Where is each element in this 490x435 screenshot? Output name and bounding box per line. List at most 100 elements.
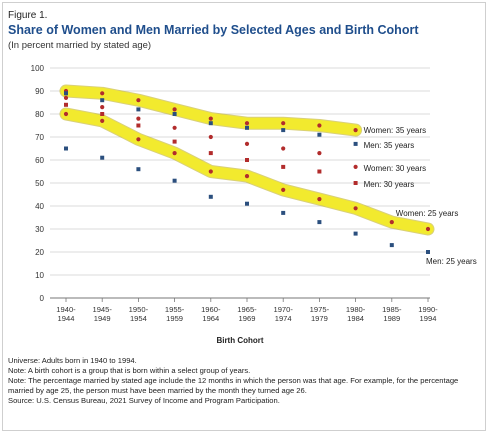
x-tick-label: 1979 (311, 314, 328, 323)
point-women-30-years (317, 151, 322, 156)
point-women-35-years (172, 107, 177, 112)
series-label-women-30-years: Women: 30 years (364, 164, 427, 173)
point-men-35-years (64, 91, 68, 96)
x-tick-label: 1964 (202, 314, 219, 323)
y-tick-label: 80 (35, 110, 44, 119)
point-men-25-years (353, 231, 358, 236)
y-tick-label: 30 (35, 225, 44, 234)
x-tick-label: 1994 (420, 314, 437, 323)
point-men-25-years (389, 243, 394, 248)
x-axis-title: Birth Cohort (216, 336, 263, 345)
point-women-35-years (353, 128, 358, 133)
x-tick-label: 1944 (58, 314, 75, 323)
point-women-35-years (136, 98, 141, 103)
point-women-30-years (208, 134, 213, 140)
point-men-25-years (100, 155, 105, 160)
point-men-25-years (245, 201, 249, 206)
point-women-25-years (389, 220, 394, 225)
point-men-30-years (208, 151, 213, 156)
x-tick-label: 1989 (383, 314, 400, 323)
point-men-35-years (281, 128, 286, 133)
x-tick-label: 1985- (382, 305, 402, 314)
point-men-30-years (245, 158, 249, 162)
x-tick-label: 1959 (166, 314, 183, 323)
point-men-35-years (245, 125, 249, 130)
series-label-men-30-years: Men: 30 years (364, 180, 415, 189)
x-tick-label: 1980- (346, 305, 366, 314)
point-women-35-years (100, 91, 105, 96)
point-men-25-years (64, 146, 68, 151)
point-women-30-years (172, 125, 177, 130)
x-tick-label: 1965- (237, 305, 257, 314)
chart-title: Share of Women and Men Married by Select… (8, 23, 419, 37)
point-men-30-years (100, 112, 105, 116)
y-tick-label: 100 (31, 64, 45, 73)
x-tick-label: 1969 (239, 314, 256, 323)
chart-subtitle: (In percent married by stated age) (8, 40, 152, 51)
point-men-30-years (353, 181, 358, 185)
note-birth-cohort: Note: A birth cohort is a group that is … (8, 366, 251, 375)
point-men-25-years (208, 194, 213, 199)
note-source: Source: U.S. Census Bureau, 2021 Survey … (8, 396, 280, 405)
x-tick-label: 1940- (56, 305, 76, 314)
point-women-35-years (244, 121, 250, 126)
point-women-35-years (281, 121, 286, 126)
point-women-25-years (281, 187, 286, 192)
y-tick-label: 50 (35, 179, 44, 188)
x-tick-label: 1975- (310, 305, 330, 314)
point-women-25-years (172, 151, 177, 156)
point-men-30-years (136, 123, 141, 128)
x-tick-label: 1954 (130, 314, 147, 323)
y-tick-label: 20 (35, 248, 44, 257)
point-men-25-years (317, 220, 322, 225)
point-men-25-years (172, 178, 177, 183)
y-tick-label: 10 (35, 271, 44, 280)
figure-notes: Universe: Adults born in 1940 to 1994. N… (8, 356, 478, 406)
point-women-25-years (317, 197, 322, 202)
point-women-35-years (317, 123, 322, 128)
note-universe: Universe: Adults born in 1940 to 1994. (8, 356, 137, 365)
point-women-30-years (136, 116, 141, 121)
x-tick-label: 1949 (94, 314, 111, 323)
point-men-25-years (281, 210, 286, 215)
point-men-25-years (136, 167, 141, 172)
y-tick-label: 0 (40, 294, 45, 303)
point-women-25-years (425, 226, 431, 232)
series-label-men-25-years: Men: 25 years (426, 257, 477, 266)
point-men-35-years (172, 112, 177, 116)
x-tick-label: 1950- (129, 305, 149, 314)
y-tick-label: 60 (35, 156, 44, 165)
note-percentage: Note: The percentage married by stated a… (8, 376, 459, 395)
x-tick-label: 1974 (275, 314, 292, 323)
point-men-35-years (353, 141, 358, 146)
point-men-30-years (281, 164, 286, 169)
series-label-women-25-years: Women: 25 years (396, 209, 459, 218)
point-women-25-years (244, 174, 250, 179)
point-men-35-years (208, 121, 213, 126)
point-men-35-years (317, 132, 322, 137)
y-tick-label: 40 (35, 202, 44, 211)
x-tick-label: 1984 (347, 314, 364, 323)
point-men-30-years (172, 139, 177, 144)
figure-label: Figure 1. (8, 10, 48, 21)
point-men-30-years (64, 102, 68, 107)
x-tick-label: 1945- (92, 305, 112, 314)
point-women-25-years (63, 111, 69, 117)
point-women-35-years (208, 116, 213, 121)
point-men-35-years (136, 107, 141, 112)
point-women-25-years (100, 118, 105, 123)
point-men-25-years (426, 250, 430, 254)
point-women-25-years (136, 137, 141, 142)
y-tick-label: 90 (35, 87, 44, 96)
x-tick-label: 1955- (165, 305, 185, 314)
series-label-women-35-years: Women: 35 years (364, 126, 427, 135)
x-tick-label: 1990- (418, 305, 438, 314)
point-women-30-years (100, 105, 105, 110)
series-label-men-35-years: Men: 35 years (364, 141, 415, 150)
point-women-25-years (208, 169, 213, 174)
figure-frame (2, 2, 486, 431)
point-men-30-years (317, 169, 322, 174)
point-women-25-years (353, 206, 358, 211)
point-women-30-years (244, 141, 250, 146)
